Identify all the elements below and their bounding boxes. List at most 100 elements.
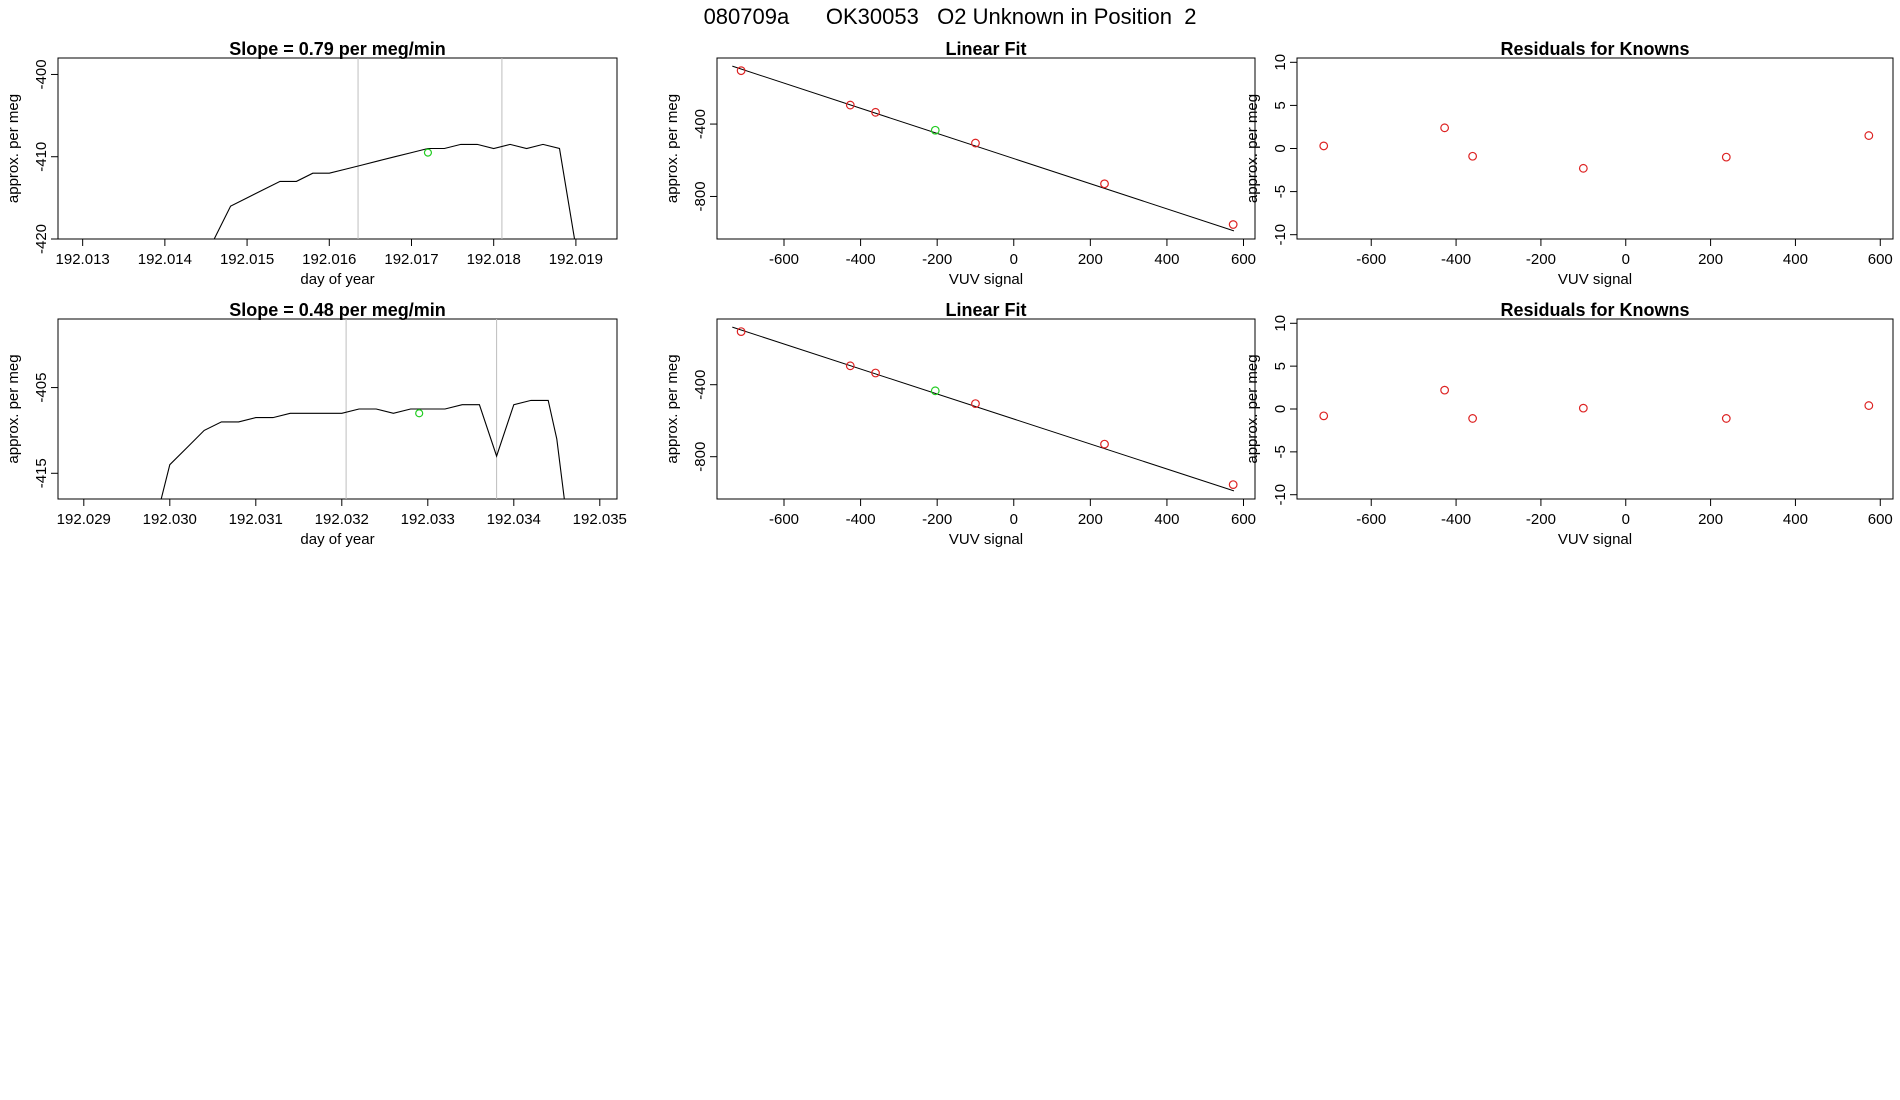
panel-4: Slope = 0.48 per meg/min 192.029 192.030 19… bbox=[5, 300, 627, 548]
known-point bbox=[736, 327, 746, 337]
x-tick-label: 200 bbox=[1698, 511, 1723, 528]
plot-area bbox=[732, 65, 1238, 232]
x-tick-label: 192.016 bbox=[302, 251, 356, 268]
panel-title: Linear Fit bbox=[945, 300, 1026, 320]
x-axis-label: day of year bbox=[300, 531, 374, 548]
plot-frame bbox=[1296, 318, 1894, 500]
y-tick-label: -10 bbox=[1272, 224, 1289, 246]
known-point bbox=[845, 100, 855, 110]
panel-6: Residuals for Knowns -600 -400 -200 0 200 400 6… bbox=[1244, 300, 1894, 548]
x-tick-label: 192.019 bbox=[549, 251, 603, 268]
y-axis-label: approx. per meg bbox=[1244, 354, 1261, 463]
series-line bbox=[160, 399, 565, 499]
y-axis-label: approx. per meg bbox=[5, 354, 22, 463]
panel-title: Residuals for Knowns bbox=[1500, 300, 1689, 320]
y-tick-label: -5 bbox=[1272, 445, 1289, 458]
residual-point bbox=[1319, 411, 1329, 421]
x-tick-label: -600 bbox=[769, 251, 799, 268]
x-tick-label: -400 bbox=[1441, 251, 1471, 268]
plot-area bbox=[213, 58, 576, 239]
y-axis-label: approx. per meg bbox=[664, 94, 681, 203]
panel-title: Linear Fit bbox=[945, 39, 1026, 59]
plot-frame bbox=[57, 318, 618, 500]
panel-title: Residuals for Knowns bbox=[1500, 39, 1689, 59]
x-axis-label: day of year bbox=[300, 271, 374, 288]
known-point bbox=[1100, 179, 1109, 189]
y-tick-label: -400 bbox=[692, 370, 709, 400]
x-tick-label: 192.034 bbox=[487, 511, 541, 528]
y-tick-label: -10 bbox=[1272, 484, 1289, 506]
y-tick-label: -420 bbox=[33, 224, 50, 254]
fit-line bbox=[732, 65, 1235, 232]
x-tick-label: 192.033 bbox=[401, 511, 455, 528]
residual-point bbox=[1468, 414, 1478, 423]
y-tick-label: -800 bbox=[692, 442, 709, 472]
x-tick-label: 400 bbox=[1154, 251, 1179, 268]
panel-title: Slope = 0.79 per meg/min bbox=[229, 39, 446, 59]
x-tick-label: 400 bbox=[1783, 511, 1808, 528]
x-tick-label: 0 bbox=[1010, 251, 1018, 268]
residual-point bbox=[1468, 151, 1478, 161]
residual-point bbox=[1864, 401, 1874, 410]
residual-point bbox=[1721, 414, 1731, 423]
x-tick-label: -400 bbox=[846, 511, 876, 528]
x-tick-label: 192.032 bbox=[315, 511, 369, 528]
plot-area bbox=[1319, 123, 1874, 173]
x-tick-label: 192.035 bbox=[573, 511, 627, 528]
x-axis-label: VUV signal bbox=[1558, 531, 1632, 548]
x-tick-label: 400 bbox=[1783, 251, 1808, 268]
y-tick-label: 5 bbox=[1272, 362, 1289, 370]
x-tick-label: 600 bbox=[1231, 251, 1256, 268]
panel-3: Residuals for Knowns -600 -400 -200 0 200 400 6… bbox=[1244, 39, 1894, 288]
x-tick-label: -200 bbox=[922, 511, 952, 528]
plot-frame bbox=[57, 57, 618, 240]
x-tick-label: 0 bbox=[1622, 251, 1630, 268]
plot-area bbox=[1319, 385, 1874, 423]
x-tick-label: 600 bbox=[1868, 251, 1893, 268]
x-tick-label: 200 bbox=[1698, 251, 1723, 268]
x-tick-label: 192.030 bbox=[143, 511, 197, 528]
series-line bbox=[213, 143, 576, 239]
plot-area bbox=[160, 319, 565, 499]
x-tick-label: -400 bbox=[1441, 511, 1471, 528]
y-axis-label: approx. per meg bbox=[664, 354, 681, 463]
known-point bbox=[971, 399, 980, 409]
unknown-point bbox=[930, 386, 940, 396]
residual-point bbox=[1319, 141, 1329, 151]
x-axis-label: VUV signal bbox=[949, 531, 1023, 548]
plot-frame bbox=[1296, 57, 1894, 240]
x-tick-label: -600 bbox=[1356, 251, 1386, 268]
y-tick-label: 0 bbox=[1272, 405, 1289, 413]
residual-point bbox=[1578, 403, 1588, 413]
x-tick-label: -600 bbox=[1356, 511, 1386, 528]
x-axis-label: VUV signal bbox=[1558, 271, 1632, 288]
residual-point bbox=[1864, 131, 1874, 140]
residual-point bbox=[1578, 163, 1588, 173]
residual-point bbox=[1721, 152, 1731, 162]
x-tick-label: 0 bbox=[1010, 511, 1018, 528]
x-tick-label: -200 bbox=[1526, 251, 1556, 268]
panels: Slope = 0.79 per meg/min 192.013 192.014 19… bbox=[5, 39, 1894, 548]
x-tick-label: -600 bbox=[769, 511, 799, 528]
x-tick-label: 200 bbox=[1078, 511, 1103, 528]
y-tick-label: -800 bbox=[692, 181, 709, 211]
plot-area bbox=[732, 326, 1238, 492]
plot-frame bbox=[716, 318, 1256, 500]
x-tick-label: 192.017 bbox=[384, 251, 438, 268]
known-point bbox=[736, 66, 746, 76]
x-tick-label: 192.014 bbox=[138, 251, 192, 268]
x-tick-label: 192.018 bbox=[467, 251, 521, 268]
x-tick-label: -400 bbox=[846, 251, 876, 268]
x-tick-label: 600 bbox=[1868, 511, 1893, 528]
x-tick-label: 192.031 bbox=[229, 511, 283, 528]
y-tick-label: 10 bbox=[1272, 315, 1289, 332]
x-axis-label: VUV signal bbox=[949, 271, 1023, 288]
unknown-point bbox=[930, 125, 940, 135]
y-tick-label: -415 bbox=[33, 458, 50, 488]
x-tick-label: -200 bbox=[1526, 511, 1556, 528]
panel-5: Linear Fit -600 -400 -200 0 200 400 600 VUV sign… bbox=[664, 300, 1256, 548]
y-tick-label: -5 bbox=[1272, 185, 1289, 198]
x-tick-label: 200 bbox=[1078, 251, 1103, 268]
unknown-point bbox=[415, 409, 424, 418]
residual-point bbox=[1440, 123, 1450, 133]
